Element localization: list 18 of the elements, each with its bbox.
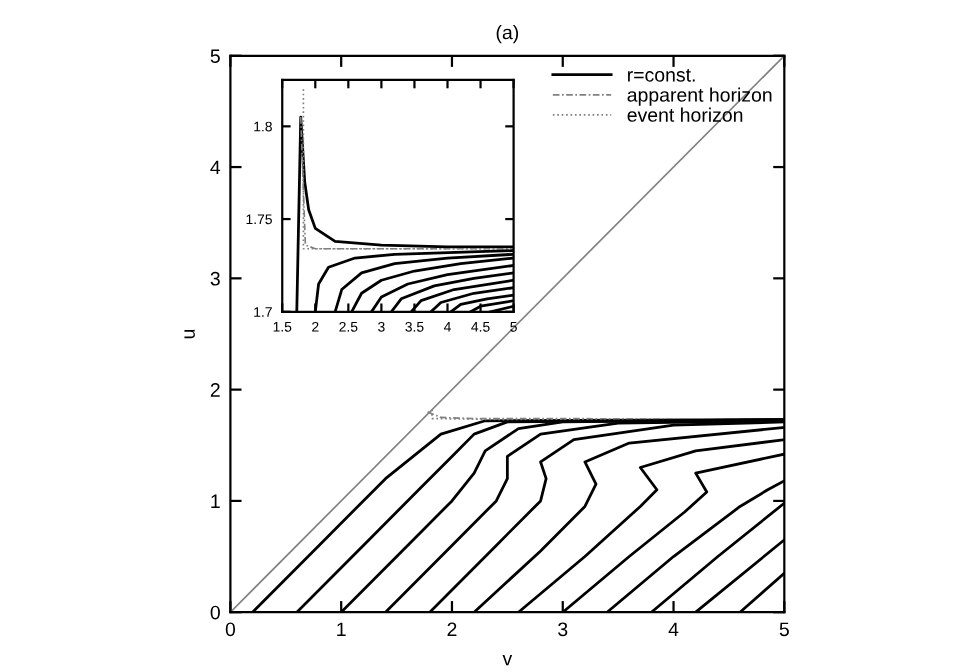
legend-label: apparent horizon (627, 87, 772, 106)
y-tick-label: 4 (210, 160, 221, 175)
x-tick-label: 1 (337, 622, 346, 637)
legend-label: r=const. (628, 68, 695, 82)
y-tick-label: 5 (210, 49, 220, 64)
legend-label: event horizon (627, 107, 743, 122)
x-tick-label: 0 (225, 622, 236, 637)
y-tick-label: 2 (210, 383, 220, 397)
y-tick-label: 0 (210, 605, 220, 620)
x-tick-label: 3 (558, 622, 568, 637)
x-tick-label: 2 (447, 622, 457, 637)
y-tick-label: 3 (210, 271, 220, 286)
x-axis-title: v (502, 654, 513, 666)
chart-title: (a) (496, 25, 519, 44)
y-axis-title: u (184, 329, 195, 339)
x-tick-label: 5 (779, 622, 789, 637)
x-tick-label: 4 (668, 622, 679, 637)
y-tick-label: 1 (211, 494, 220, 508)
